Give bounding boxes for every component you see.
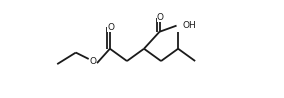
Text: O: O bbox=[89, 57, 96, 66]
Text: OH: OH bbox=[183, 21, 197, 30]
Text: O: O bbox=[107, 23, 114, 32]
Text: O: O bbox=[157, 13, 164, 22]
